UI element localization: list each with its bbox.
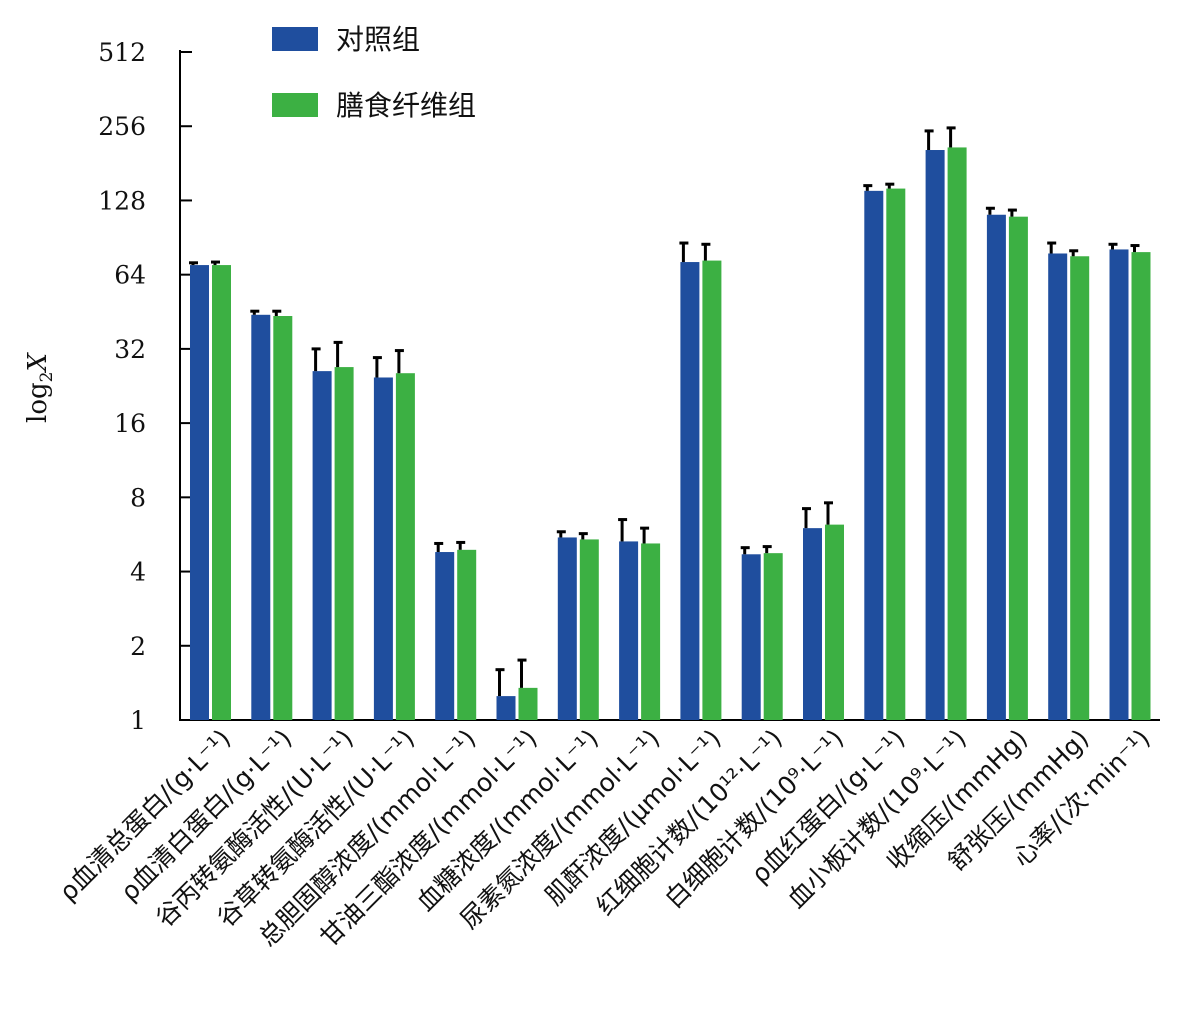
bar-fiber — [641, 543, 661, 720]
bar-control — [312, 371, 332, 720]
bar-fiber — [457, 549, 477, 720]
y-tick-label: 64 — [114, 261, 146, 290]
svg-text:log2X: log2X — [23, 352, 57, 423]
bar-fiber — [763, 553, 783, 720]
bar-fiber — [518, 687, 538, 720]
bar-fiber — [1008, 216, 1028, 720]
bars — [189, 126, 1151, 721]
bar-fiber — [212, 265, 231, 720]
bar-control — [496, 696, 516, 720]
bar-fiber — [334, 367, 354, 720]
bar-control — [373, 377, 393, 720]
legend-swatch-control — [272, 27, 318, 51]
bar-fiber — [702, 260, 722, 720]
bar-control — [680, 262, 700, 720]
y-axis-title-log: log — [23, 382, 53, 423]
y-tick-label: 2 — [130, 632, 146, 661]
y-tick-label: 1 — [130, 706, 146, 735]
y-tick-label: 16 — [114, 409, 146, 438]
bar-control — [803, 528, 822, 720]
y-tick-label: 8 — [130, 483, 146, 512]
bar-fiber — [579, 539, 599, 720]
bar-control — [1048, 253, 1068, 721]
bar-control — [557, 537, 577, 720]
y-tick-label: 256 — [98, 112, 146, 141]
bar-fiber — [947, 147, 967, 721]
y-tick-label: 128 — [98, 186, 146, 215]
y-axis-title-subscript: 2 — [37, 372, 57, 383]
y-tick-label: 32 — [114, 335, 146, 364]
bar-fiber — [1070, 256, 1090, 720]
bar-control — [1109, 249, 1129, 720]
bar-control — [251, 314, 271, 720]
bar-control — [986, 214, 1006, 721]
bar-fiber — [1131, 252, 1151, 720]
y-tick-label: 4 — [130, 558, 146, 587]
y-ticks: 1 2 4 8 16 32 64 128 256 512 — [98, 38, 192, 735]
y-axis-title: log2X — [23, 352, 57, 423]
y-axis-title-variable: X — [23, 352, 53, 374]
bar-control — [864, 190, 884, 721]
bar-control — [741, 554, 761, 720]
legend-label-control: 对照组 — [336, 23, 420, 56]
legend-swatch-fiber — [272, 93, 318, 117]
bar-fiber — [273, 316, 293, 720]
bar-control — [619, 541, 639, 720]
bar-fiber — [395, 373, 415, 720]
x-labels: ρ血清总蛋白/(g·L⁻¹)ρ血清白蛋白/(g·L⁻¹)谷丙转氨酶活性/(U·L… — [53, 724, 1155, 952]
bar-control — [435, 552, 455, 720]
y-tick-label: 512 — [98, 38, 146, 67]
bar-fiber — [825, 524, 844, 720]
bar-control — [925, 150, 945, 721]
legend: 对照组 膳食纤维组 — [272, 23, 476, 122]
bar-fiber — [886, 188, 906, 721]
legend-label-fiber: 膳食纤维组 — [336, 89, 476, 122]
bar-control — [190, 265, 209, 720]
